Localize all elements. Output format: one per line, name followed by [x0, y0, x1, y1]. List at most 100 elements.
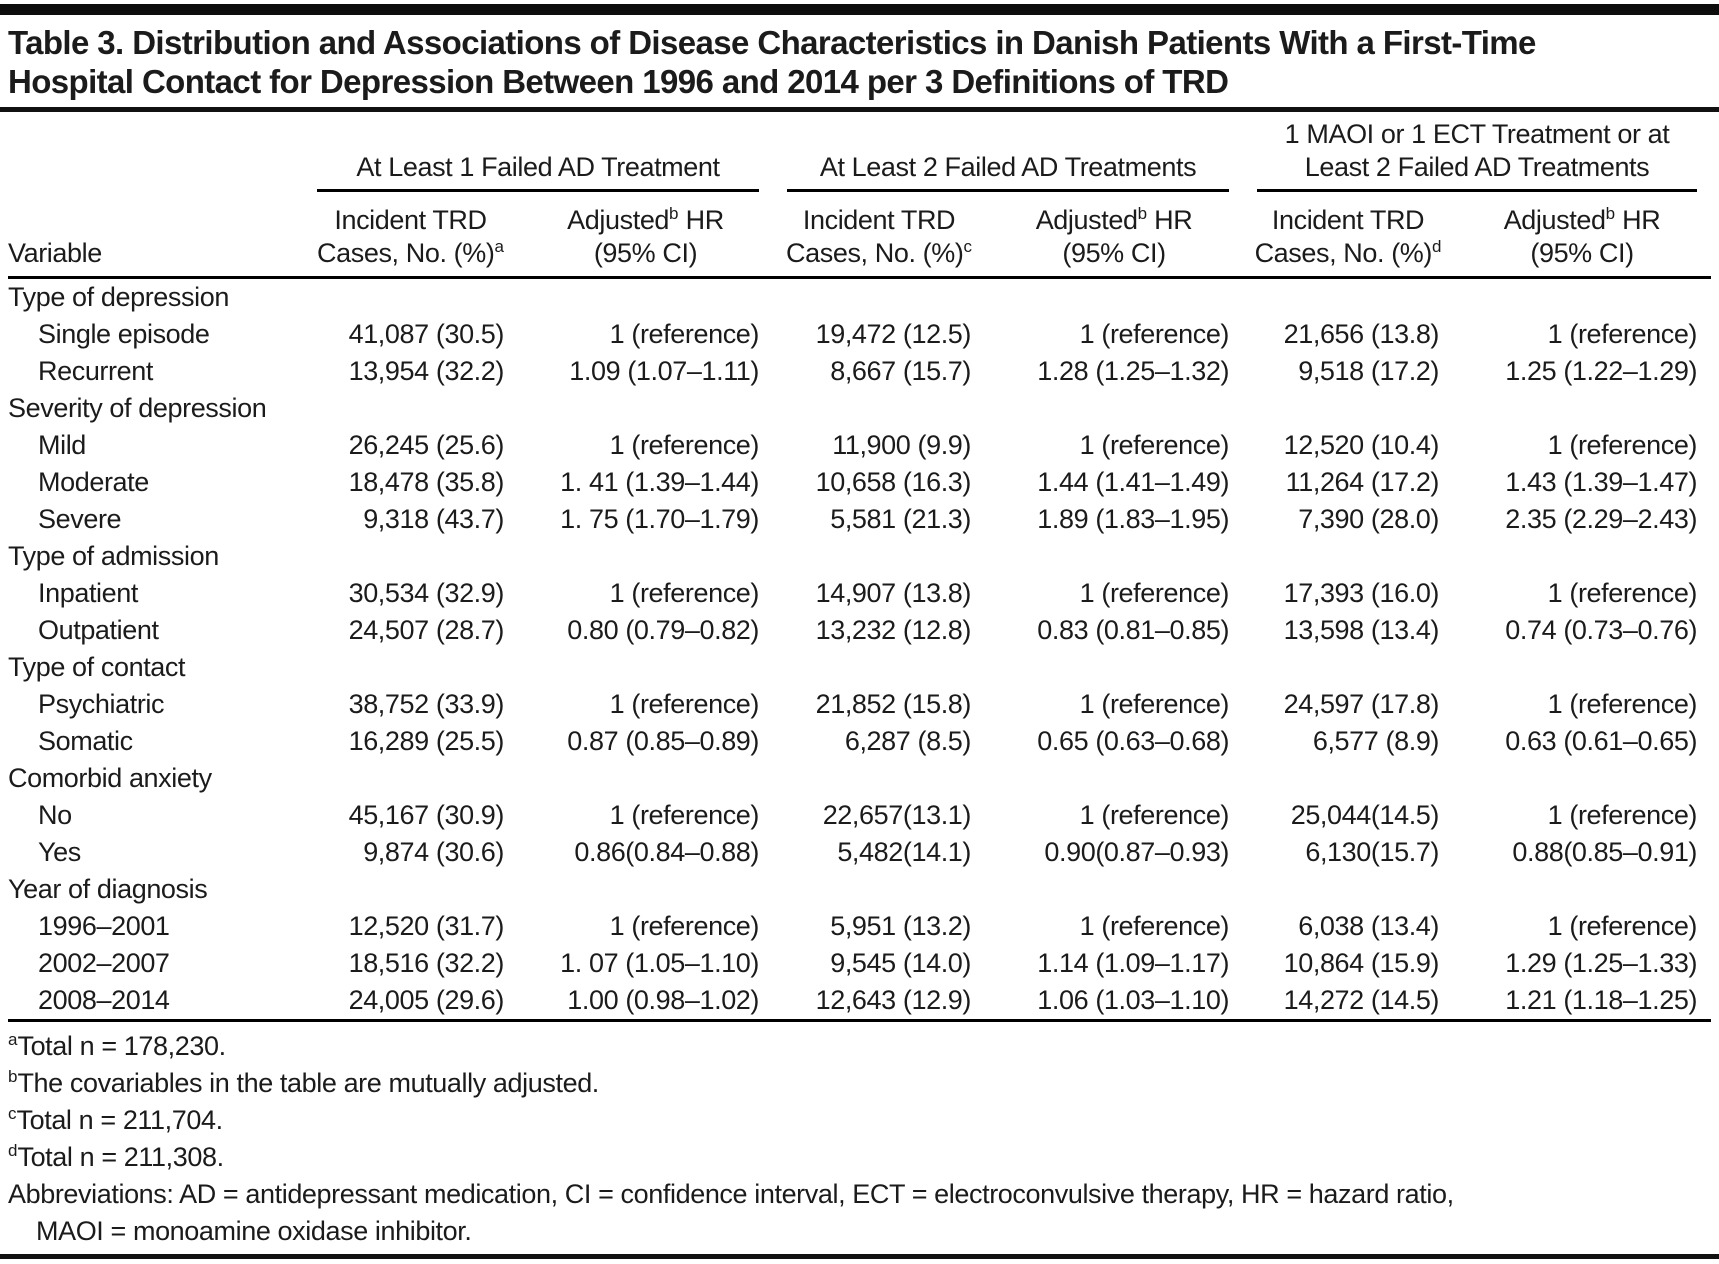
section-label: Severity of depression: [8, 392, 267, 423]
footnote-text: The covariables in the table are mutuall…: [17, 1067, 599, 1098]
footnote-text: Total n = 178,230.: [17, 1030, 226, 1061]
cases-header-line2: Cases, No. (%): [317, 237, 495, 268]
footnote-text: Total n = 211,704.: [16, 1104, 224, 1135]
cell-value: 21,656 (13.8): [1283, 318, 1440, 349]
cases-header-line1: Incident TRD: [802, 204, 956, 235]
group-header-2-label: At Least 2 Failed AD Treatments: [819, 152, 1197, 182]
footnote-abbreviations: Abbreviations: AD = antidepressant medic…: [8, 1176, 1711, 1250]
cell-value: 12,520 (31.7): [348, 910, 505, 941]
cell-value: 0.90(0.87–0.93): [1044, 836, 1230, 867]
data-table: At Least 1 Failed AD Treatment At Least …: [8, 112, 1712, 1022]
cell-value: 1 (reference): [609, 429, 760, 460]
hr-header-line2: (95% CI): [593, 237, 698, 268]
table-row: Single episode 41,087 (30.5) 1 (reference)…: [8, 316, 1711, 353]
row-label: Single episode: [38, 318, 210, 349]
cell-value: 13,954 (32.2): [348, 355, 505, 386]
cell-value: 14,907 (13.8): [815, 577, 972, 608]
cases-header-line1: Incident TRD: [1271, 204, 1425, 235]
cell-value: 21,852 (15.8): [815, 688, 972, 719]
cell-value: 0.74 (0.73–0.76): [1505, 614, 1698, 645]
footnote-marker-d: d: [1432, 236, 1442, 256]
cell-value: 0.87 (0.85–0.89): [567, 725, 760, 756]
cell-value: 1.43 (1.39–1.47): [1505, 466, 1698, 497]
cell-value: 18,516 (32.2): [348, 947, 505, 978]
cell-value: 5,581 (21.3): [830, 503, 972, 534]
cell-value: 1 (reference): [609, 688, 760, 719]
cell-value: 1 (reference): [1547, 318, 1698, 349]
cell-value: 22,657(13.1): [822, 799, 972, 830]
group-header-3-label-line2: Least 2 Failed AD Treatments: [1304, 152, 1650, 182]
section-row: Type of contact: [8, 649, 1711, 686]
table-row: 1996–2001 12,520 (31.7) 1 (reference) 5,951…: [8, 908, 1711, 945]
group-header-2: At Least 2 Failed AD Treatments: [773, 112, 1243, 192]
cell-value: 1 (reference): [1547, 429, 1698, 460]
cell-value: 12,643 (12.9): [773, 981, 986, 1022]
cell-value: 1.21 (1.18–1.25): [1453, 981, 1712, 1022]
cases-header-line2: Cases, No. (%): [1254, 237, 1433, 268]
table-row: Inpatient 30,534 (32.9) 1 (reference) 14,90…: [8, 575, 1711, 612]
table-body: Type of depression Single episode 41,087 (…: [8, 277, 1712, 1022]
row-label: 1996–2001: [38, 910, 170, 941]
cell-value: 1.89 (1.83–1.95): [1037, 503, 1230, 534]
section-spacer: [303, 538, 1711, 575]
table-title-line2: Hospital Contact for Depression Between …: [8, 63, 1229, 100]
top-rule: [0, 4, 1719, 15]
hr-header-post: HR: [1147, 204, 1193, 235]
cell-value: 24,507 (28.7): [348, 614, 505, 645]
group-header-3-label-line1: 1 MAOI or 1 ECT Treatment or at: [1284, 119, 1670, 149]
cell-value: 1 (reference): [1079, 429, 1230, 460]
cell-value: 9,318 (43.7): [363, 503, 504, 534]
cell-value: 25,044(14.5): [1290, 799, 1440, 830]
cell-value: 1 (reference): [609, 799, 760, 830]
section-spacer: [303, 649, 1711, 686]
cell-value: 1. 41 (1.39–1.44): [560, 466, 760, 497]
cell-value: 8,667 (15.7): [830, 355, 972, 386]
cell-value: 7,390 (28.0): [1298, 503, 1440, 534]
cell-value: 13,598 (13.4): [1283, 614, 1440, 645]
cell-value: 1 (reference): [1547, 910, 1698, 941]
cell-value: 1 (reference): [1079, 910, 1230, 941]
hr-header-line2: (95% CI): [1530, 237, 1634, 268]
cell-value: 16,289 (25.5): [348, 725, 505, 756]
cell-value: 19,472 (12.5): [815, 318, 972, 349]
cell-value: 1.25 (1.22–1.29): [1505, 355, 1698, 386]
column-header-row: Variable Incident TRD Cases, No. (%)a Ad…: [8, 192, 1712, 279]
cell-value: 5,951 (13.2): [830, 910, 972, 941]
cell-value: 0.80 (0.79–0.82): [567, 614, 760, 645]
group-header-1: At Least 1 Failed AD Treatment: [303, 112, 773, 192]
table-row: Yes 9,874 (30.6) 0.86(0.84–0.88) 5,482(14.1…: [8, 834, 1711, 871]
title-rule: [0, 107, 1719, 112]
cell-value: 1. 75 (1.70–1.79): [560, 503, 760, 534]
table-row: Somatic 16,289 (25.5) 0.87 (0.85–0.89) 6,28…: [8, 723, 1711, 760]
footnote-text: Total n = 211,308.: [17, 1141, 224, 1172]
row-label: Mild: [38, 429, 86, 460]
group-header-row: At Least 1 Failed AD Treatment At Least …: [8, 112, 1711, 192]
bottom-rule: [0, 1253, 1719, 1259]
cell-value: 1. 07 (1.05–1.10): [560, 947, 760, 978]
footnote-sup: b: [8, 1066, 18, 1086]
cell-value: 9,518 (17.2): [1298, 355, 1440, 386]
table-row: Severe 9,318 (43.7) 1. 75 (1.70–1.79) 5,581…: [8, 501, 1711, 538]
cell-value: 1.14 (1.09–1.17): [1037, 947, 1230, 978]
cell-value: 10,658 (16.3): [815, 466, 972, 497]
cell-value: 0.83 (0.81–0.85): [1037, 614, 1230, 645]
column-header-cases-3: Incident TRD Cases, No. (%)d: [1243, 192, 1454, 279]
table-row: Recurrent 13,954 (32.2) 1.09 (1.07–1.11) 8,…: [8, 353, 1711, 390]
cell-value: 41,087 (30.5): [348, 318, 505, 349]
row-label: Moderate: [38, 466, 149, 497]
hr-header-post: HR: [678, 204, 725, 235]
row-label: 2002–2007: [38, 947, 170, 978]
section-label: Comorbid anxiety: [8, 762, 212, 793]
cell-value: 0.63 (0.61–0.65): [1505, 725, 1698, 756]
cell-value: 9,545 (14.0): [830, 947, 972, 978]
cell-value: 6,130(15.7): [1305, 836, 1440, 867]
footnote-b: bThe covariables in the table are mutual…: [8, 1065, 1711, 1102]
cell-value: 1.44 (1.41–1.49): [1037, 466, 1230, 497]
cell-value: 6,287 (8.5): [844, 725, 972, 756]
cases-header-line2: Cases, No. (%): [786, 237, 964, 268]
cell-value: 10,864 (15.9): [1283, 947, 1440, 978]
cell-value: 24,597 (17.8): [1283, 688, 1440, 719]
column-header-hr-3: Adjustedb HR (95% CI): [1453, 192, 1712, 279]
hr-header-post: HR: [1615, 204, 1661, 235]
footnote-a: aTotal n = 178,230.: [8, 1028, 1711, 1065]
